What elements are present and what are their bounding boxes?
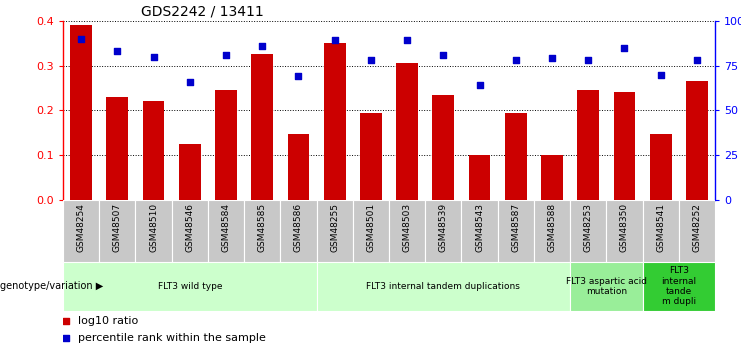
Text: GSM48543: GSM48543 — [475, 203, 484, 252]
Bar — [63, 200, 99, 262]
Text: GSM48587: GSM48587 — [511, 203, 520, 252]
Bar — [498, 200, 534, 262]
Bar — [143, 101, 165, 200]
Bar — [99, 200, 136, 262]
Text: FLT3 wild type: FLT3 wild type — [158, 282, 222, 291]
Text: GSM48539: GSM48539 — [439, 203, 448, 252]
Text: FLT3 internal tandem duplications: FLT3 internal tandem duplications — [367, 282, 520, 291]
Point — [220, 52, 232, 58]
Bar — [577, 90, 599, 200]
Bar — [172, 200, 208, 262]
Point — [401, 38, 413, 43]
Text: GSM48254: GSM48254 — [76, 203, 86, 252]
Text: GSM48503: GSM48503 — [402, 203, 412, 252]
Bar — [244, 200, 280, 262]
Text: log10 ratio: log10 ratio — [78, 316, 138, 326]
Bar — [288, 134, 309, 200]
Bar — [63, 262, 316, 310]
Text: GSM48588: GSM48588 — [548, 203, 556, 252]
Text: GSM48253: GSM48253 — [584, 203, 593, 252]
Point — [510, 57, 522, 63]
Bar — [642, 200, 679, 262]
Bar — [469, 155, 491, 200]
Bar — [570, 200, 606, 262]
Text: GSM48584: GSM48584 — [222, 203, 230, 252]
Bar — [570, 262, 642, 310]
Bar — [396, 63, 418, 200]
Text: GSM48541: GSM48541 — [657, 203, 665, 252]
Point — [473, 82, 485, 88]
Bar — [179, 144, 201, 200]
Point — [546, 56, 558, 61]
Bar — [389, 200, 425, 262]
Bar — [208, 200, 244, 262]
Bar — [679, 200, 715, 262]
Point — [293, 73, 305, 79]
Bar — [606, 200, 642, 262]
Bar — [316, 262, 570, 310]
Text: GSM48507: GSM48507 — [113, 203, 122, 252]
Bar — [70, 25, 92, 200]
Bar — [541, 155, 563, 200]
Point — [655, 72, 667, 77]
Point — [582, 57, 594, 63]
Point — [250, 106, 262, 111]
Text: GDS2242 / 13411: GDS2242 / 13411 — [142, 4, 264, 18]
Bar — [353, 200, 389, 262]
Text: GSM48350: GSM48350 — [620, 203, 629, 252]
Bar — [650, 134, 671, 200]
Point — [256, 43, 268, 49]
Bar — [614, 92, 635, 200]
Text: GSM48510: GSM48510 — [149, 203, 158, 252]
Bar — [425, 200, 462, 262]
Text: GSM48546: GSM48546 — [185, 203, 194, 252]
Text: GSM48255: GSM48255 — [330, 203, 339, 252]
Point — [365, 57, 377, 63]
Point — [184, 79, 196, 85]
Bar — [280, 200, 316, 262]
Text: FLT3
internal
tande
m dupli: FLT3 internal tande m dupli — [661, 266, 697, 306]
Text: GSM48501: GSM48501 — [366, 203, 376, 252]
Point — [329, 38, 341, 43]
Text: FLT3 aspartic acid
mutation: FLT3 aspartic acid mutation — [566, 277, 647, 296]
Bar — [462, 200, 498, 262]
Text: GSM48586: GSM48586 — [294, 203, 303, 252]
Bar — [686, 81, 708, 200]
Point — [437, 52, 449, 58]
Point — [111, 48, 123, 54]
Text: genotype/variation ▶: genotype/variation ▶ — [0, 282, 103, 291]
Bar — [215, 90, 237, 200]
Text: GSM48585: GSM48585 — [258, 203, 267, 252]
Point — [147, 54, 159, 59]
Point — [619, 45, 631, 50]
Point — [691, 57, 703, 63]
Bar — [534, 200, 570, 262]
Point — [250, 262, 262, 268]
Bar — [136, 200, 172, 262]
Bar — [505, 112, 527, 200]
Bar — [251, 55, 273, 200]
Bar — [360, 112, 382, 200]
Bar — [433, 95, 454, 200]
Bar — [324, 43, 345, 200]
Point — [75, 36, 87, 41]
Bar — [107, 97, 128, 200]
Text: GSM48252: GSM48252 — [692, 203, 702, 252]
Bar — [642, 262, 715, 310]
Text: percentile rank within the sample: percentile rank within the sample — [78, 333, 265, 343]
Bar — [316, 200, 353, 262]
